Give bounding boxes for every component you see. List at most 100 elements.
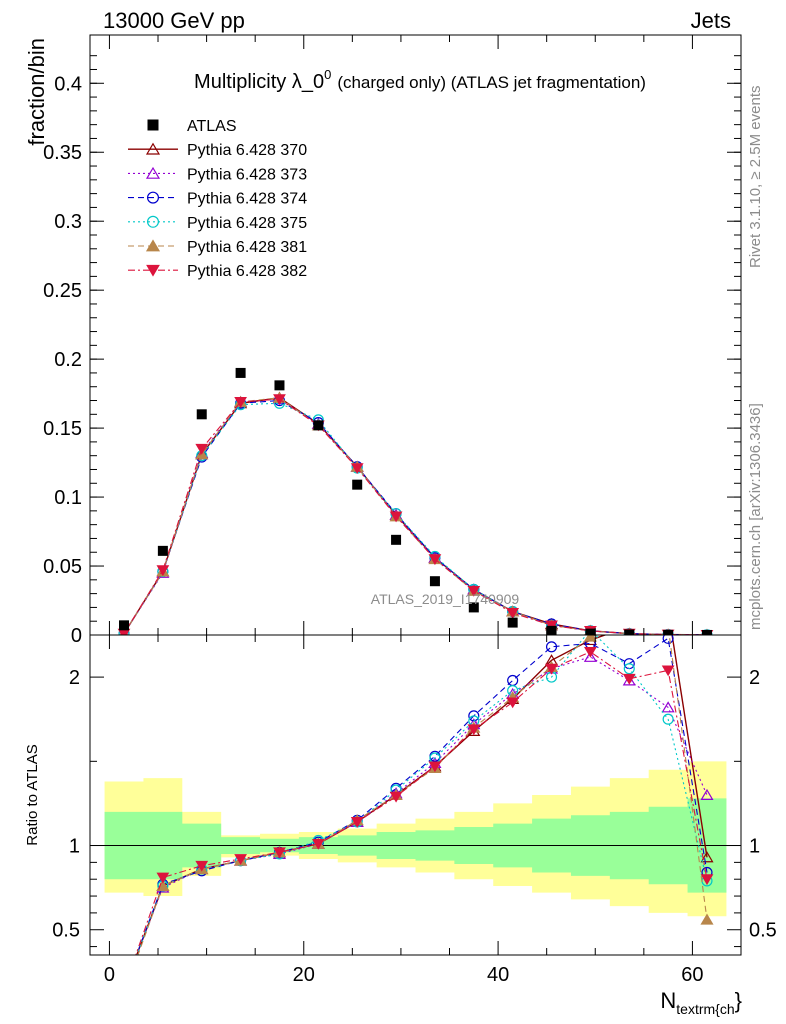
data-point [585, 628, 596, 635]
y-tick-label: 0.25 [43, 280, 82, 302]
data-point [663, 629, 674, 635]
ratio-y-tick-label: 0.5 [52, 920, 80, 942]
x-tick-label: 60 [681, 964, 703, 986]
ratio-point [545, 663, 558, 675]
ratio-line-3 [136, 635, 708, 955]
title-main: Multiplicity λ_0 [194, 71, 324, 93]
y-tick-label: 0.35 [43, 142, 82, 164]
y-tick-label: 0.2 [54, 349, 82, 371]
ratio-point [583, 635, 597, 642]
mc-point [195, 443, 209, 455]
mc-point [389, 511, 403, 523]
ratio-y-tick-label: 1 [69, 836, 80, 858]
ratio-point [700, 874, 714, 886]
legend-marker [147, 215, 160, 228]
data-point [274, 380, 285, 391]
legend-entry-6: Pythia 6.428 382 [128, 263, 307, 280]
mc-point [156, 565, 170, 577]
title-rest: (charged only) (ATLAS jet fragmentation) [337, 73, 646, 92]
data-point [313, 420, 324, 431]
mc-line-5 [123, 398, 707, 635]
x-axis-label: Ntextrm{ch} [660, 988, 742, 1017]
mc-point [467, 585, 481, 597]
legend: ATLAS Pythia 6.428 370 Pythia 6.428 373 Pyt… [128, 118, 307, 280]
header-right: Jets [691, 8, 731, 33]
legend-marker [145, 166, 161, 179]
legend-marker [145, 142, 161, 155]
legend-entry-5: Pythia 6.428 381 [128, 239, 307, 256]
ratio-point [584, 646, 597, 658]
x-tick-label: 0 [104, 964, 115, 986]
ratio-line-1 [136, 656, 708, 955]
data-point [701, 629, 712, 635]
ratio-point [545, 641, 558, 653]
ratio-point [156, 872, 170, 884]
ratio-point [622, 674, 636, 686]
data-point [546, 625, 557, 635]
mc-point [545, 620, 558, 632]
legend-entry-3: Pythia 6.428 374 [128, 191, 307, 208]
ratio-point [700, 788, 714, 801]
legend-entry-1: Pythia 6.428 370 [128, 142, 307, 159]
ratio-line-2 [135, 637, 708, 955]
data-point [468, 602, 479, 613]
ratio-series-5 [135, 646, 714, 955]
x-tick-label: 40 [487, 964, 509, 986]
legend-marker [145, 239, 161, 252]
legend-marker [146, 264, 160, 277]
ratio-ylabel: Ratio to ATLAS [24, 744, 41, 845]
x-tick-label: 20 [293, 964, 315, 986]
ratio-point [583, 650, 597, 662]
ratio-point [661, 701, 675, 713]
legend-label: Pythia 6.428 370 [187, 142, 307, 159]
ratio-point [234, 854, 247, 865]
ratio-point [623, 663, 635, 675]
legend-label: Pythia 6.428 382 [187, 263, 307, 280]
ratio-y-tick-label-right: 1 [749, 836, 760, 858]
mc-point [234, 396, 247, 408]
ratio-point [507, 674, 519, 687]
ratio-point [506, 697, 520, 709]
y-tick-label: 0 [71, 625, 82, 647]
ratio-plot-panel: 0.5 0.51 12 20 20 40 60 Ratio to ATLAS Ntextrm… [24, 634, 777, 1017]
y-tick-label: 0.1 [54, 487, 82, 509]
x-axis-label-sub: textrm{ch [676, 1001, 734, 1017]
mc-point [506, 608, 520, 619]
legend-label: ATLAS [187, 118, 237, 135]
main-plot-panel: 0 0.05 0.1 0.15 0.2 0.25 0.3 0.35 0.4 ATLAS_2019… [24, 34, 742, 647]
main-ylabel: fraction/bin [24, 38, 49, 146]
ratio-line-5 [135, 651, 708, 955]
x-axis-label-main: N [660, 988, 676, 1013]
y-tick-label: 0.3 [54, 211, 82, 233]
x-axis-label-tail: } [735, 988, 742, 1013]
ratio-point [700, 851, 714, 863]
data-point [157, 545, 168, 556]
ratio-y-tick-label-right: 2 [749, 667, 760, 689]
watermark: ATLAS_2019_I1740909 [371, 591, 520, 607]
legend-entry-4: Pythia 6.428 375 [128, 215, 307, 232]
ratio-point [428, 761, 442, 773]
legend-entry-2: Pythia 6.428 373 [128, 166, 307, 183]
ratio-y-tick-label-right: 0.5 [749, 920, 777, 942]
legend-label: Pythia 6.428 381 [187, 239, 307, 256]
legend-entry-0: ATLAS [147, 118, 237, 135]
ratio-point [700, 913, 714, 925]
data-point [196, 409, 207, 420]
data-point [624, 629, 635, 635]
data-point [119, 620, 130, 631]
ratio-point [467, 724, 481, 736]
data-point [429, 576, 440, 587]
y-tick-label: 0.05 [43, 556, 82, 578]
ratio-point [622, 673, 636, 685]
legend-marker [147, 119, 159, 131]
ratio-plot-frame [89, 634, 742, 956]
ratio-point [350, 817, 364, 828]
header-left: 13000 GeV pp [103, 8, 245, 33]
mc-point [273, 394, 286, 406]
ratio-point [273, 847, 286, 859]
mc-point [117, 628, 131, 635]
mc-point [350, 463, 364, 475]
mcplots-label: mcplots.cern.ch [arXiv:1306.3436] [747, 403, 764, 630]
ratio-point [195, 860, 209, 872]
